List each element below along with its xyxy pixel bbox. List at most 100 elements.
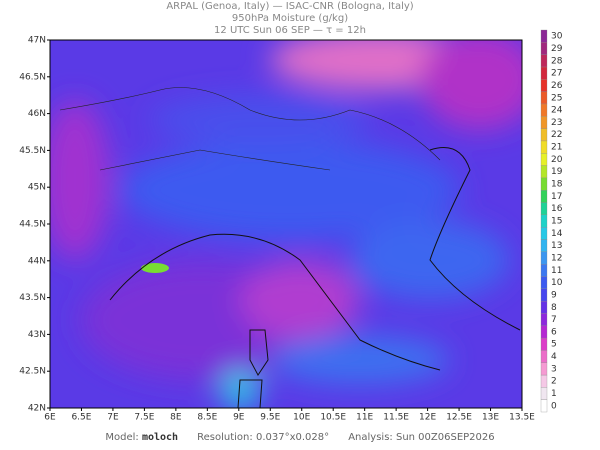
- lon-tick-label: 12E: [419, 413, 436, 423]
- axis-ticks: 6E 6.5E 7E 7.5E 8E 8.5E 9E 9.5E 10E 10.5E 11E 11.5E…: [19, 36, 535, 423]
- lat-tick-label: 43N: [28, 330, 46, 340]
- colorbar-swatch: [540, 399, 548, 413]
- colorbar-label: 15: [551, 217, 562, 227]
- lon-tick-label: 6.5E: [71, 413, 91, 423]
- lon-tick-label: 10E: [293, 413, 310, 423]
- colorbar-label: 23: [551, 118, 562, 128]
- lon-tick-label: 7.5E: [134, 413, 154, 423]
- colorbar-swatch: [540, 251, 548, 265]
- field-blobs: [50, 40, 522, 408]
- colorbar-swatch: [540, 239, 548, 252]
- lon-tick-label: 6E: [44, 413, 56, 423]
- lon-tick-label: 10.5E: [320, 413, 346, 423]
- lon-tick-label: 7E: [107, 413, 119, 423]
- colorbar-swatch: [540, 313, 548, 326]
- lon-tick-label: 8.5E: [197, 413, 217, 423]
- header-line: 950hPa Moisture (g/kg): [232, 13, 348, 24]
- lon-tick-label: 11E: [356, 413, 373, 423]
- colorbar-label: 3: [551, 364, 557, 374]
- colorbar-label: 11: [551, 266, 562, 276]
- colorbar-label: 19: [551, 167, 563, 177]
- colorbar-label: 2: [551, 377, 557, 387]
- lat-tick-label: 44.5N: [19, 220, 46, 230]
- colorbar-swatch: [540, 325, 548, 339]
- island: [237, 329, 269, 408]
- colorbar-label: 14: [551, 229, 563, 239]
- lon-tick-label: 9E: [233, 413, 245, 423]
- colorbar-swatch: [540, 214, 548, 228]
- resolution: 0.037°x0.028°: [255, 432, 330, 443]
- colorbar-swatch: [540, 227, 548, 240]
- lon-tick-label: 13E: [482, 413, 499, 423]
- colorbar-swatch: [540, 66, 548, 80]
- colorbar-swatch: [540, 116, 548, 129]
- model: moloch: [141, 432, 179, 443]
- lat-tick-label: 46N: [28, 109, 46, 119]
- colorbar-label: 0: [551, 401, 557, 411]
- lon-tick-label: 12.5E: [446, 413, 472, 423]
- colorbar-swatch: [540, 91, 548, 105]
- lon-tick-label: 8E: [170, 413, 182, 423]
- colorbar-label: 24: [551, 106, 563, 116]
- colorbar-swatch: [540, 374, 548, 388]
- coastline: [109, 147, 521, 371]
- colorbar-label: 20: [551, 155, 563, 165]
- colorbar-label: 17: [551, 192, 562, 202]
- lon-tick-label: 11.5E: [383, 413, 409, 423]
- moisture-field: [50, 40, 522, 408]
- colorbar-label: 5: [551, 340, 557, 350]
- colorbar-label: 9: [551, 290, 557, 300]
- colorbar-swatch: [540, 42, 548, 55]
- colorbar-swatch: [540, 165, 548, 179]
- lat-tick-label: 43.5N: [19, 293, 46, 303]
- colorbar-label: 1: [551, 389, 557, 399]
- map-figure: ARPAL (Genoa, Italy) — ISAC-CNR (Bologna…: [19, 1, 563, 423]
- lat-tick-label: 44N: [28, 256, 46, 266]
- colorbar-swatch: [540, 362, 548, 376]
- colorbar-label: 7: [551, 315, 557, 325]
- colorbar-swatch: [540, 128, 548, 142]
- colorbar-swatch: [540, 337, 548, 351]
- colorbar-label: 16: [551, 204, 563, 214]
- colorbar-label: 12: [551, 253, 562, 263]
- colorbar-swatch: [540, 140, 548, 154]
- colorbar-swatch: [540, 300, 548, 314]
- lat-tick-label: 42.5N: [19, 367, 46, 377]
- lat-tick-label: 42N: [28, 404, 46, 414]
- colorbar-swatch: [540, 29, 548, 43]
- border: [59, 87, 441, 171]
- colorbar-label: 21: [551, 143, 562, 153]
- colorbar-swatch: [540, 153, 548, 166]
- analysis-label: Analysis:: [348, 432, 393, 443]
- colorbar: 0123456789101112131415161718192021222324…: [540, 29, 563, 413]
- colorbar-label: 28: [551, 56, 563, 66]
- colorbar-label: 18: [551, 180, 563, 190]
- colorbar-label: 4: [551, 352, 557, 362]
- colorbar-label: 22: [551, 130, 562, 140]
- colorbar-swatch: [540, 177, 548, 191]
- resolution-label: Resolution:: [197, 432, 253, 443]
- lat-tick-label: 47N: [28, 36, 46, 46]
- lon-tick-label: 13.5E: [509, 413, 535, 423]
- colorbar-swatch: [540, 54, 548, 68]
- colorbar-swatch: [540, 276, 548, 289]
- lat-tick-label: 45N: [28, 183, 46, 193]
- colorbar-swatch: [540, 190, 548, 203]
- colorbar-label: 6: [551, 327, 557, 337]
- colorbar-swatch: [540, 79, 548, 92]
- colorbar-label: 13: [551, 241, 562, 251]
- moist-spot: [141, 263, 169, 273]
- model-label: Model:: [105, 432, 139, 443]
- colorbar-label: 26: [551, 81, 563, 91]
- colorbar-swatch: [540, 202, 548, 215]
- lat-tick-label: 45.5N: [19, 146, 46, 156]
- colorbar-label: 29: [551, 44, 563, 54]
- lon-tick-label: 9.5E: [260, 413, 280, 423]
- colorbar-swatch: [540, 103, 548, 117]
- colorbar-swatch: [540, 288, 548, 302]
- analysis: Sun 00Z06SEP2026: [395, 432, 495, 443]
- colorbar-swatch: [540, 387, 548, 400]
- colorbar-label: 25: [551, 93, 562, 103]
- colorbar-label: 30: [551, 32, 563, 42]
- header-line: 12 UTC Sun 06 SEP — τ = 12h: [214, 25, 366, 36]
